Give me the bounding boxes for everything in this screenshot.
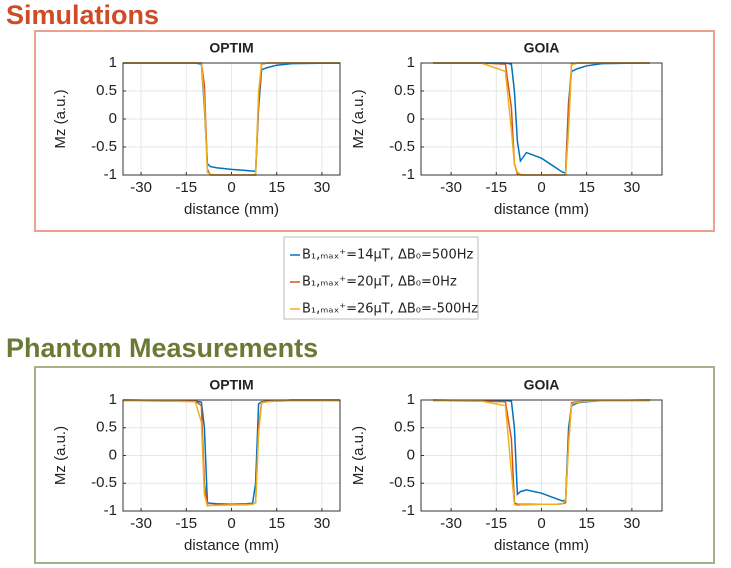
y-tick-label: 0.5 — [96, 419, 117, 436]
x-tick-label: 15 — [268, 179, 285, 196]
x-tick-label: 15 — [578, 179, 595, 196]
chart-title: OPTIM — [209, 40, 253, 56]
legend-label: B₁,ₘₐₓ⁺=14μT, ΔB₀=500Hz — [302, 248, 473, 263]
series-line — [123, 62, 341, 172]
y-tick-label: 1 — [407, 391, 415, 408]
y-tick-label: -1 — [402, 502, 415, 519]
legend-frame — [283, 236, 479, 320]
x-axis-label: distance (mm) — [494, 201, 589, 218]
x-tick-label: 30 — [314, 515, 331, 532]
y-axis-label: Mz (a.u.) — [52, 89, 69, 148]
x-axis-label: distance (mm) — [494, 537, 589, 554]
x-tick-label: -30 — [130, 515, 152, 532]
x-tick-label: 0 — [227, 515, 235, 532]
chart-title: OPTIM — [209, 377, 253, 393]
series-line — [122, 399, 340, 507]
y-tick-label: 0 — [407, 110, 415, 127]
x-tick-label: -15 — [485, 515, 507, 532]
chart-title: GOIA — [524, 40, 560, 56]
legend-label: B₁,ₘₐₓ⁺=26μT, ΔB₀=-500Hz — [302, 302, 478, 317]
y-tick-label: 0 — [407, 446, 415, 463]
axes-frame — [122, 399, 341, 512]
legend-label: B₁,ₘₐₓ⁺=20μT, ΔB₀=0Hz — [302, 275, 457, 290]
x-tick-label: -30 — [440, 515, 462, 532]
y-axis-label: Mz (a.u.) — [350, 426, 367, 485]
x-tick-label: 15 — [578, 515, 595, 532]
x-tick-label: -15 — [175, 179, 197, 196]
x-tick-label: 0 — [537, 179, 545, 196]
section-frame — [34, 30, 715, 232]
y-tick-label: 0.5 — [394, 82, 415, 99]
section-title: Phantom Measurements — [6, 333, 318, 363]
y-tick-label: -0.5 — [389, 474, 415, 491]
axes-frame — [122, 62, 341, 176]
y-axis-label: Mz (a.u.) — [52, 426, 69, 485]
axes-frame — [420, 399, 663, 512]
series-line — [433, 62, 651, 174]
x-tick-label: 0 — [537, 515, 545, 532]
x-tick-label: 30 — [624, 179, 641, 196]
y-tick-label: 1 — [407, 54, 415, 71]
x-tick-label: -30 — [440, 179, 462, 196]
x-tick-label: 30 — [314, 179, 331, 196]
x-tick-label: 15 — [268, 515, 285, 532]
section-title: Simulations — [6, 0, 159, 30]
y-tick-label: 0.5 — [394, 419, 415, 436]
y-tick-label: -1 — [402, 166, 415, 183]
y-tick-label: -0.5 — [91, 138, 117, 155]
y-tick-label: 0 — [109, 110, 117, 127]
y-tick-label: -1 — [104, 502, 117, 519]
x-tick-label: 30 — [624, 515, 641, 532]
series-line — [433, 399, 650, 507]
section-frame — [34, 366, 715, 564]
x-tick-label: 0 — [227, 179, 235, 196]
y-tick-label: -0.5 — [91, 474, 117, 491]
y-tick-label: 0.5 — [96, 82, 117, 99]
x-tick-label: -15 — [485, 179, 507, 196]
x-axis-label: distance (mm) — [184, 537, 279, 554]
y-tick-label: -1 — [104, 166, 117, 183]
x-tick-label: -15 — [175, 515, 197, 532]
y-tick-label: 0 — [109, 446, 117, 463]
y-axis-label: Mz (a.u.) — [350, 89, 367, 148]
axes-frame — [420, 62, 663, 176]
y-tick-label: -0.5 — [389, 138, 415, 155]
x-axis-label: distance (mm) — [184, 201, 279, 218]
x-tick-label: -30 — [130, 179, 152, 196]
y-tick-label: 1 — [109, 391, 117, 408]
y-tick-label: 1 — [109, 54, 117, 71]
chart-title: GOIA — [524, 377, 560, 393]
